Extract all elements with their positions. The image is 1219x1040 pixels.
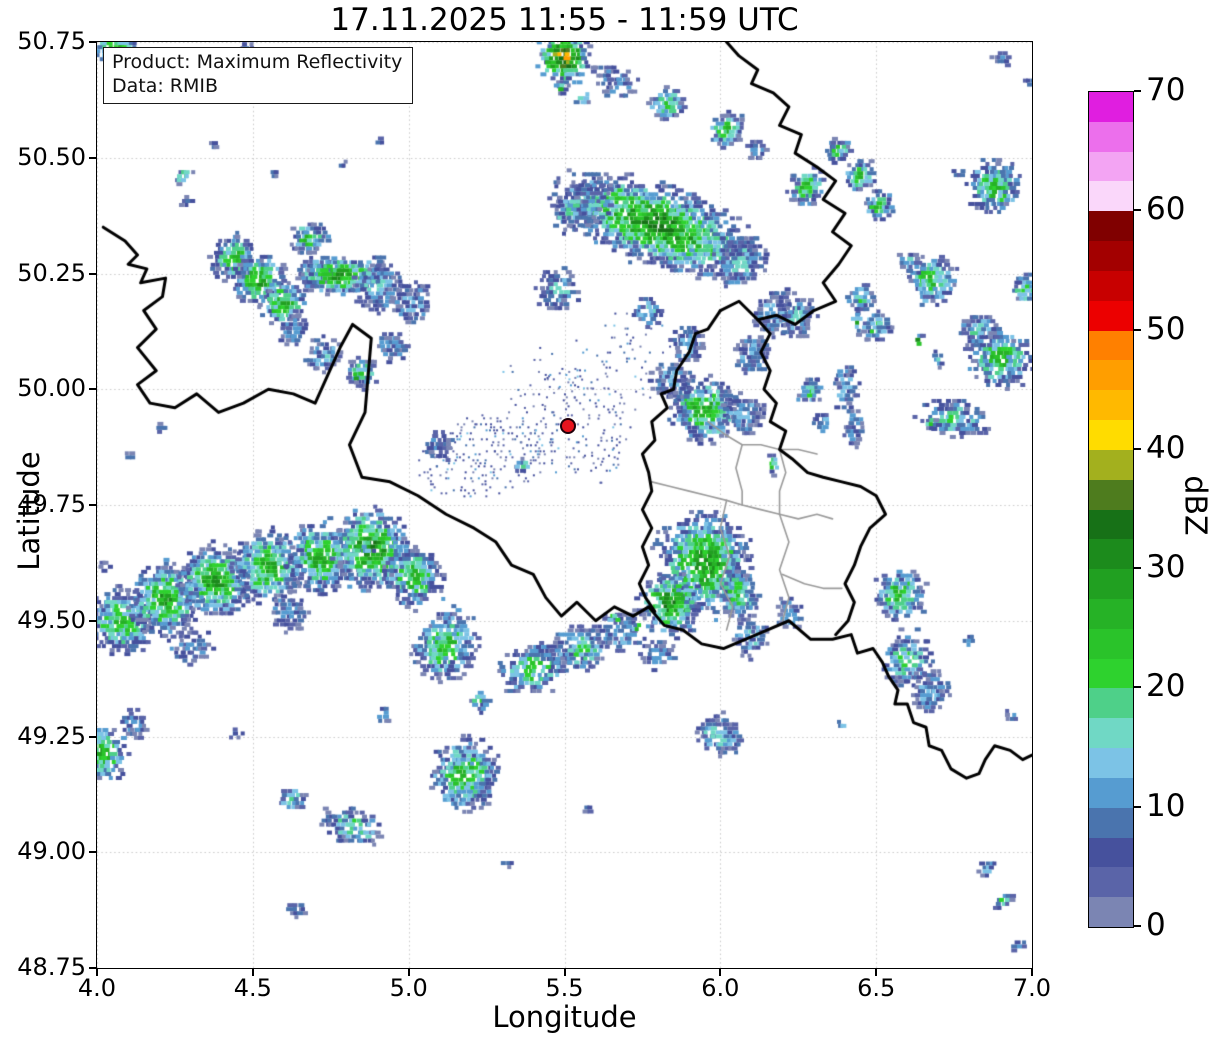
y-tick-mark xyxy=(89,41,96,43)
y-tick-label: 49.00 xyxy=(17,837,86,866)
colorbar-tick-mark xyxy=(1134,925,1141,927)
x-tick-label: 4.0 xyxy=(77,974,117,1002)
colorbar-tick-label: 10 xyxy=(1146,787,1186,824)
colorbar-segment xyxy=(1089,658,1133,689)
colorbar-tick-mark xyxy=(1134,567,1141,570)
colorbar-segment xyxy=(1089,747,1133,778)
colorbar-tick-label: 40 xyxy=(1146,429,1186,466)
chart-title: 17.11.2025 11:55 - 11:59 UTC xyxy=(330,2,799,38)
colorbar-tick-label: 70 xyxy=(1146,72,1186,108)
colorbar-tick-mark xyxy=(1134,686,1141,689)
x-tick-mark xyxy=(1031,969,1033,976)
colorbar-tick-mark xyxy=(1134,209,1141,212)
y-tick-mark xyxy=(89,619,96,622)
x-tick-label: 6.0 xyxy=(701,974,740,1002)
y-tick-label: 48.75 xyxy=(17,953,86,981)
colorbar-segment xyxy=(1089,837,1133,868)
colorbar-segment xyxy=(1089,359,1133,391)
x-tick-label: 4.5 xyxy=(233,974,272,1002)
y-tick-mark xyxy=(89,388,96,391)
colorbar-segment xyxy=(1089,538,1133,570)
y-tick-mark xyxy=(89,735,96,738)
colorbar-segment xyxy=(1089,270,1133,301)
colorbar-tick-label: 60 xyxy=(1146,191,1186,228)
x-tick-mark xyxy=(407,969,410,976)
colorbar-segment xyxy=(1089,688,1133,719)
colorbar-segment xyxy=(1089,866,1133,898)
colorbar-segment xyxy=(1089,479,1133,510)
x-axis-label: Longitude xyxy=(492,1000,637,1034)
x-tick-mark xyxy=(251,969,254,976)
plot-area: Product: Maximum Reflectivity Data: RMIB xyxy=(96,41,1033,969)
y-tick-label: 49.25 xyxy=(17,721,86,750)
y-tick-label: 50.50 xyxy=(17,142,86,171)
y-tick-mark xyxy=(89,967,96,969)
x-tick-label: 6.5 xyxy=(857,974,896,1002)
colorbar-tick-label: 20 xyxy=(1146,668,1186,705)
colorbar-segment xyxy=(1089,628,1133,659)
colorbar-tick-mark xyxy=(1134,328,1141,331)
x-tick-label: 5.5 xyxy=(545,974,584,1002)
colorbar-segment xyxy=(1089,807,1133,838)
colorbar xyxy=(1088,91,1134,928)
y-tick-label: 50.75 xyxy=(17,27,86,55)
colorbar-segment xyxy=(1089,449,1133,480)
colorbar-segment xyxy=(1089,181,1133,212)
colorbar-segment xyxy=(1089,151,1133,182)
y-tick-mark xyxy=(89,272,96,275)
colorbar-label: dBZ xyxy=(1177,475,1213,536)
x-tick-label: 5.0 xyxy=(389,974,428,1002)
colorbar-segment xyxy=(1089,389,1133,421)
colorbar-segment xyxy=(1089,717,1133,749)
y-tick-label: 50.25 xyxy=(17,258,86,287)
reflectivity-canvas xyxy=(97,42,1032,968)
colorbar-segment xyxy=(1089,598,1133,629)
colorbar-segment xyxy=(1089,568,1133,599)
x-tick-mark xyxy=(719,969,722,976)
colorbar-segment xyxy=(1089,121,1133,152)
x-tick-label: 7.0 xyxy=(1012,974,1052,1002)
colorbar-segment xyxy=(1089,210,1133,242)
colorbar-segment xyxy=(1089,777,1133,808)
x-tick-mark xyxy=(563,969,566,976)
colorbar-tick-mark xyxy=(1134,447,1141,450)
product-info-box: Product: Maximum Reflectivity Data: RMIB xyxy=(103,47,414,104)
radar-station-marker xyxy=(559,418,576,435)
colorbar-segment xyxy=(1089,509,1133,540)
colorbar-segment xyxy=(1089,896,1133,927)
colorbar-segment xyxy=(1089,419,1133,450)
product-line: Product: Maximum Reflectivity xyxy=(112,51,403,73)
colorbar-tick-label: 50 xyxy=(1146,310,1186,347)
y-tick-mark xyxy=(89,156,96,159)
colorbar-segment xyxy=(1089,300,1133,331)
y-tick-label: 50.00 xyxy=(17,374,86,403)
x-tick-mark xyxy=(96,969,98,976)
colorbar-tick-mark xyxy=(1134,805,1141,808)
y-tick-label: 49.50 xyxy=(17,605,86,634)
y-tick-label: 49.75 xyxy=(17,490,86,518)
colorbar-segment xyxy=(1089,330,1133,361)
colorbar-tick-label: 30 xyxy=(1146,549,1186,586)
colorbar-tick-mark xyxy=(1134,90,1141,92)
y-tick-mark xyxy=(89,851,96,854)
data-source-line: Data: RMIB xyxy=(112,74,219,97)
y-axis-label: Latitude xyxy=(12,451,46,571)
y-tick-mark xyxy=(89,504,96,506)
x-tick-mark xyxy=(875,969,878,976)
colorbar-segment xyxy=(1089,91,1133,122)
colorbar-tick-label: 0 xyxy=(1146,907,1166,943)
colorbar-segment xyxy=(1089,240,1133,271)
